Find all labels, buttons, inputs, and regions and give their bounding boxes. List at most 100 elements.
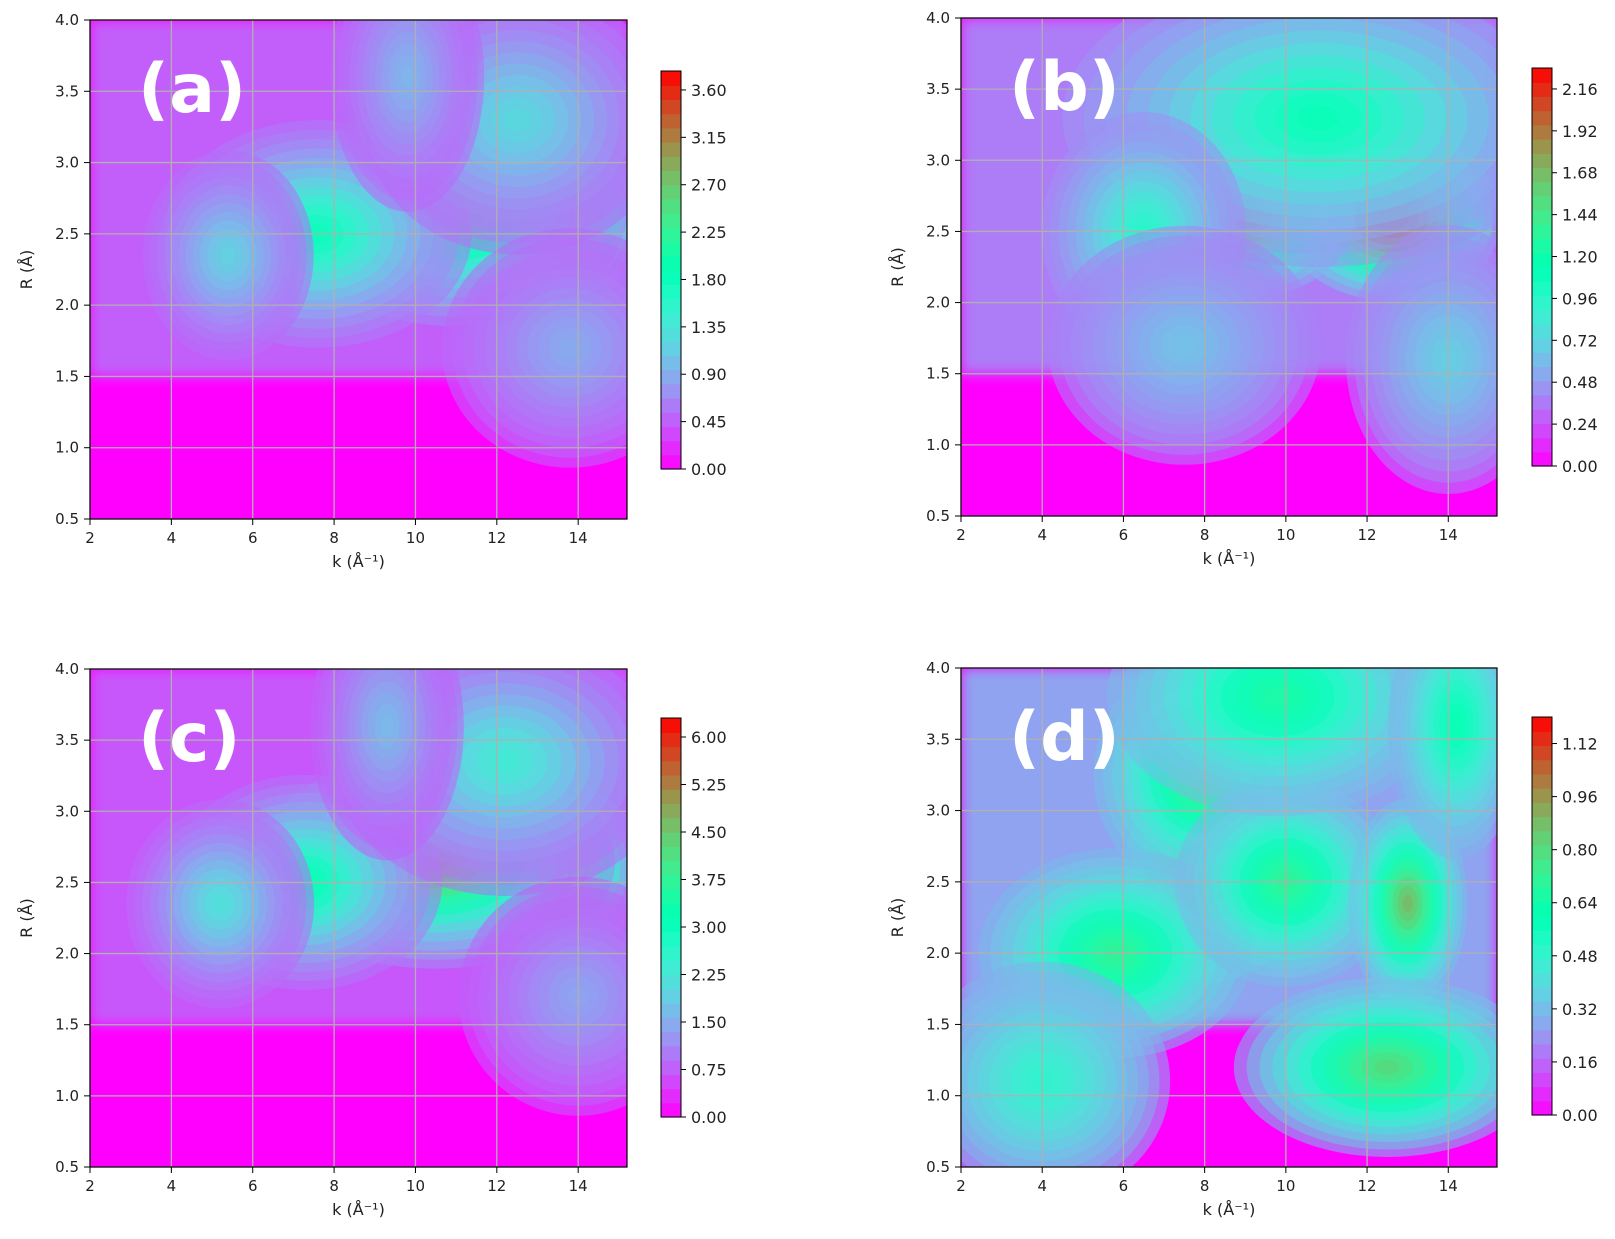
plot-frame — [89, 19, 628, 520]
colorbar-tick-label: 3.15 — [691, 128, 727, 147]
colorbar-segment — [661, 198, 681, 214]
x-tick-label: 10 — [1276, 1177, 1295, 1195]
colorbar-segment — [661, 156, 681, 172]
colorbar-segment — [661, 1102, 681, 1118]
colorbar-segment — [1532, 267, 1552, 282]
colorbar-tick-label: 1.35 — [691, 318, 727, 337]
contour-level — [559, 337, 581, 358]
contour-level — [490, 750, 520, 773]
colorbar-frame — [660, 70, 682, 470]
heatmap-peak — [458, 876, 627, 1116]
colorbar-segment — [661, 312, 681, 328]
heatmap-peak — [1388, 668, 1497, 860]
y-axis-label: R (Å) — [888, 247, 907, 287]
colorbar-tick-label: 4.50 — [691, 823, 727, 842]
colorbar-segment — [1532, 352, 1552, 368]
contour-level — [221, 246, 236, 264]
colorbar-segment — [1532, 181, 1552, 197]
colorbar-tick-label: 0.48 — [1562, 373, 1598, 392]
y-tick-label: 1.5 — [55, 367, 79, 385]
colorbar: 0.00 0.45 0.90 1.35 1.80 2.25 2.70 3.15 3.60 — [660, 70, 727, 479]
x-tick-label: 10 — [406, 529, 425, 547]
colorbar-segment — [661, 355, 681, 371]
colorbar-segment — [661, 775, 681, 790]
x-tick-label: 8 — [329, 1177, 339, 1195]
contour-level — [1263, 686, 1292, 707]
colorbar-segment — [661, 454, 681, 470]
colorbar-tick-label: 3.60 — [691, 81, 727, 100]
colorbar-segment — [661, 903, 681, 919]
colorbar-segment — [1532, 1100, 1552, 1116]
colorbar-segment — [661, 170, 681, 186]
colorbar-segment — [661, 412, 681, 427]
colorbar-segment — [1532, 423, 1552, 439]
colorbar-segment — [1532, 987, 1552, 1002]
colorbar-segment — [661, 99, 681, 115]
x-axis-label: k (Å⁻¹) — [1203, 549, 1256, 568]
x-tick-label: 10 — [406, 1177, 425, 1195]
colorbar-segment — [661, 803, 681, 819]
colorbar-segment — [1532, 1086, 1552, 1102]
heatmap-peak — [1345, 225, 1497, 494]
colorbar-segment — [1532, 972, 1552, 988]
contour-level — [380, 714, 394, 738]
colorbar-tick-label: 0.96 — [1562, 289, 1598, 308]
x-axis-label: k (Å⁻¹) — [332, 1200, 385, 1219]
colorbar-tick-label: 3.75 — [691, 871, 727, 890]
y-tick-label: 2.5 — [55, 873, 79, 891]
x-tick-label: 4 — [1037, 526, 1047, 544]
colorbar-tick-label: 2.16 — [1562, 80, 1598, 99]
colorbar-segment — [1532, 788, 1552, 803]
y-tick-label: 1.0 — [926, 1087, 950, 1105]
colorbar-segment — [1532, 210, 1552, 225]
colorbar-segment — [661, 113, 681, 129]
colorbar-tick-label: 1.68 — [1562, 164, 1598, 183]
plot-frame — [960, 667, 1498, 1168]
colorbar-segment — [661, 846, 681, 862]
colorbar-segment — [661, 931, 681, 947]
colorbar-segment — [1532, 437, 1552, 453]
colorbar-segment — [661, 960, 681, 976]
colorbar-segment — [1532, 1058, 1552, 1073]
y-axis-label: R (Å) — [17, 250, 36, 290]
y-tick-label: 1.0 — [55, 439, 79, 457]
colorbar-segment — [661, 85, 681, 101]
x-tick-label: 8 — [329, 529, 339, 547]
colorbar-segment — [1532, 1043, 1552, 1059]
colorbar-tick-label: 0.00 — [691, 1108, 727, 1127]
colorbar-segment — [1532, 802, 1552, 818]
y-tick-label: 0.5 — [55, 1158, 79, 1176]
y-tick-label: 2.5 — [926, 873, 950, 891]
colorbar-segment — [1532, 238, 1552, 254]
colorbar-segment — [661, 426, 681, 442]
heatmap-peak — [330, 20, 485, 212]
panel-c: 2 4 6 8 10 12 14 0.5 1.0 1.5 2.0 2.5 3.0 3.5 4.0 k (Å⁻¹… — [17, 660, 727, 1219]
colorbar-tick-label: 0.80 — [1562, 841, 1598, 860]
colorbar-tick-label: 1.92 — [1562, 122, 1598, 141]
colorbar-tick-label: 0.96 — [1562, 788, 1598, 807]
colorbar-tick-label: 1.50 — [691, 1013, 727, 1032]
colorbar-tick-label: 1.12 — [1562, 735, 1598, 754]
colorbar-segment — [1532, 295, 1552, 311]
x-tick-label: 2 — [956, 526, 966, 544]
colorbar-tick-label: 2.70 — [691, 176, 727, 195]
colorbar-tick-label: 0.75 — [691, 1061, 727, 1080]
colorbar-segment — [1532, 717, 1552, 732]
plot-frame — [89, 668, 628, 1168]
x-tick-label: 14 — [569, 1177, 588, 1195]
colorbar-segment — [1532, 873, 1552, 889]
colorbar: 0.00 0.16 0.32 0.48 0.64 0.80 0.96 1.12 — [1531, 716, 1598, 1125]
colorbar-segment — [661, 1031, 681, 1047]
colorbar-segment — [661, 974, 681, 990]
heatmap-peak — [1107, 668, 1449, 817]
contour-level — [1450, 713, 1463, 737]
heatmap-peak — [142, 150, 314, 361]
colorbar-segment — [1532, 82, 1552, 98]
colorbar-segment — [1532, 901, 1552, 917]
colorbar-tick-label: 0.16 — [1562, 1053, 1598, 1072]
heatmap-peak — [126, 799, 315, 1009]
colorbar-segment — [1532, 110, 1552, 126]
y-tick-label: 2.0 — [55, 296, 79, 314]
colorbar-segment — [1532, 281, 1552, 297]
colorbar-segment — [1532, 1015, 1552, 1031]
